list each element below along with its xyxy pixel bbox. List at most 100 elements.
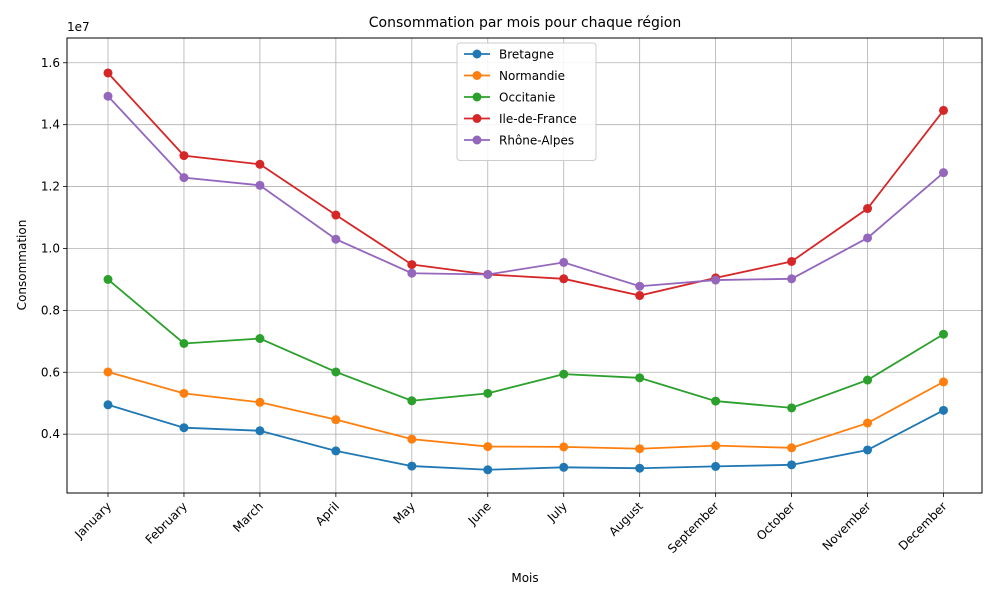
- data-point: [939, 405, 948, 415]
- data-point: [483, 442, 493, 452]
- data-point: [787, 256, 797, 266]
- legend-box: [456, 42, 597, 161]
- x-axis-ticks: January February March April May June July Augu…: [71, 493, 950, 556]
- series-normandie: [103, 367, 948, 454]
- data-point: [331, 210, 341, 220]
- plot-frame: [66, 37, 983, 494]
- data-point: [483, 388, 493, 398]
- data-point: [939, 105, 948, 115]
- y-tick-label: 1.2: [41, 180, 60, 194]
- data-point: [863, 204, 873, 214]
- legend: Bretagne Normandie Occitanie Ile-de-France R…: [456, 42, 597, 161]
- data-point: [255, 426, 265, 436]
- data-point: [179, 423, 189, 433]
- data-point: [635, 463, 645, 473]
- data-point: [483, 465, 493, 475]
- data-point: [635, 444, 645, 454]
- data-point: [787, 460, 797, 470]
- data-point: [863, 418, 873, 428]
- x-tick-label: January: [71, 499, 114, 542]
- series-line: [107, 371, 944, 450]
- data-point: [103, 400, 113, 410]
- legend-item: Rhône-Alpes: [464, 134, 574, 148]
- x-tick-label: February: [143, 499, 191, 547]
- x-tick-label: December: [896, 499, 950, 553]
- x-tick-label: July: [544, 499, 570, 525]
- data-point: [711, 461, 721, 471]
- data-point: [103, 367, 113, 377]
- data-point: [939, 377, 948, 387]
- legend-item: Normandie: [464, 69, 565, 83]
- data-point: [255, 334, 265, 344]
- y-tick-label: 0.8: [41, 303, 60, 317]
- y-axis-label: Consommation: [15, 220, 29, 311]
- x-tick-label: September: [665, 499, 722, 556]
- data-point: [331, 415, 341, 425]
- data-point: [559, 274, 569, 284]
- series-line: [107, 403, 944, 471]
- data-point: [559, 369, 569, 379]
- y-tick-label: 1.6: [41, 56, 60, 70]
- data-point: [711, 441, 721, 451]
- series-line: [107, 72, 945, 297]
- series-bretagne: [103, 400, 948, 475]
- data-point: [711, 275, 721, 285]
- data-point: [331, 367, 341, 377]
- data-point: [635, 373, 645, 383]
- x-tick-label: November: [820, 499, 874, 553]
- data-point: [863, 233, 873, 243]
- y-tick-label: 1.4: [41, 118, 60, 132]
- data-point: [103, 274, 113, 284]
- legend-marker: [472, 92, 482, 102]
- legend-label: Rhône-Alpes: [499, 134, 574, 148]
- data-point: [939, 329, 948, 339]
- data-point: [179, 173, 189, 183]
- x-tick-label: April: [313, 499, 342, 528]
- y-tick-label: 1.0: [41, 241, 60, 255]
- y-tick-label: 0.6: [41, 365, 60, 379]
- series-line: [107, 278, 944, 409]
- data-point: [103, 91, 113, 101]
- legend-marker: [472, 135, 482, 145]
- data-point: [863, 375, 873, 385]
- data-point: [787, 403, 797, 413]
- legend-item: Occitanie: [464, 91, 555, 105]
- series-occitanie: [103, 274, 948, 413]
- data-point: [711, 396, 721, 406]
- x-tick-label: October: [754, 499, 798, 543]
- legend-marker: [472, 114, 482, 123]
- data-point: [103, 68, 113, 78]
- data-point: [559, 257, 569, 267]
- data-point: [939, 168, 948, 178]
- legend-item: Bretagne: [464, 48, 554, 62]
- x-axis-label: Mois: [511, 571, 538, 585]
- data-point: [331, 234, 341, 244]
- legend-label: Bretagne: [499, 48, 554, 62]
- data-point: [179, 339, 189, 348]
- data-point: [559, 442, 569, 452]
- x-tick-label: May: [390, 499, 417, 526]
- series-rh-ne-alpes: [103, 91, 948, 291]
- data-point: [559, 462, 569, 472]
- legend-label: Normandie: [499, 69, 565, 83]
- x-tick-label: June: [465, 499, 494, 528]
- data-point: [179, 151, 189, 161]
- y-multiplier-label: 1e7: [67, 20, 90, 34]
- data-point: [407, 461, 417, 471]
- data-point: [787, 274, 797, 284]
- y-axis-ticks: 0.4 0.6 0.8 1.0 1.2 1.4 1.6: [41, 56, 67, 441]
- chart-title: Consommation par mois pour chaque région: [369, 15, 681, 31]
- series-line: [107, 95, 945, 288]
- data-point: [787, 443, 797, 453]
- data-point: [863, 445, 873, 455]
- legend-item: Ile-de-France: [464, 112, 577, 126]
- data-point: [483, 269, 493, 279]
- x-tick-label: March: [230, 499, 266, 535]
- data-point: [635, 291, 645, 301]
- legend-label: Occitanie: [499, 91, 555, 105]
- series-lines: [103, 68, 948, 475]
- data-point: [179, 388, 189, 398]
- legend-label: Ile-de-France: [499, 112, 577, 126]
- data-point: [255, 397, 265, 407]
